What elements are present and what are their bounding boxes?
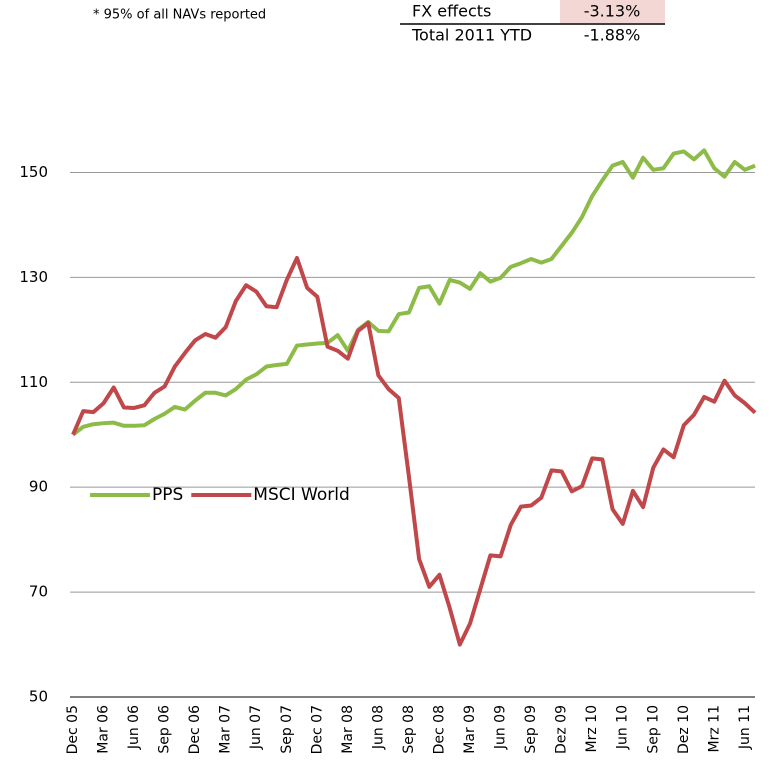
x-tick-label: Mrz 11 (706, 705, 722, 752)
x-tick-label: Mar 07 (218, 705, 234, 754)
x-tick-label: Sep 07 (279, 705, 295, 754)
x-tick-label: Dec 07 (309, 705, 325, 754)
page: * 95% of all NAVs reported FX effects -3… (0, 0, 769, 779)
table-cell: Total 2011 YTD (411, 26, 532, 45)
legend-label: PPS (152, 485, 183, 505)
x-tick-label: Jun 10 (615, 705, 631, 750)
y-tick-label: 50 (29, 688, 48, 706)
line-series (73, 150, 755, 434)
x-tick-label: Jun 08 (370, 705, 386, 750)
x-tick-label: Sep 08 (401, 705, 417, 754)
x-tick-label: Jun 11 (737, 705, 753, 750)
line-series (73, 258, 755, 645)
x-tick-label: Sep 09 (523, 705, 539, 754)
footnote: * 95% of all NAVs reported (93, 8, 266, 23)
x-tick-label: Jun 09 (493, 705, 509, 750)
x-tick-label: Dec 06 (187, 705, 203, 754)
x-tick-label: Mar 06 (96, 705, 112, 754)
x-tick-label: Sep 10 (645, 705, 661, 754)
table-cell: -1.88% (584, 26, 641, 45)
x-tick-label: Dec 08 (431, 705, 447, 754)
y-tick-label: 70 (29, 583, 48, 601)
y-tick-label: 130 (19, 268, 48, 286)
x-tick-label: Dez 10 (676, 705, 692, 754)
x-tick-label: Dec 05 (65, 705, 81, 754)
y-tick-label: 110 (19, 373, 48, 391)
legend-label: MSCI World (253, 485, 349, 505)
x-tick-label: Mrz 10 (584, 705, 600, 752)
x-tick-label: Dez 09 (554, 705, 570, 754)
x-tick-label: Mar 09 (462, 705, 478, 754)
x-tick-label: Sep 06 (157, 705, 173, 754)
y-tick-label: 150 (19, 163, 48, 181)
table-cell: FX effects (412, 2, 491, 21)
x-tick-label: Mar 08 (340, 705, 356, 754)
x-tick-label: Jun 07 (248, 705, 264, 750)
table-cell: -3.13% (584, 2, 641, 21)
y-tick-label: 90 (29, 478, 48, 496)
x-tick-label: Jun 06 (126, 705, 142, 750)
